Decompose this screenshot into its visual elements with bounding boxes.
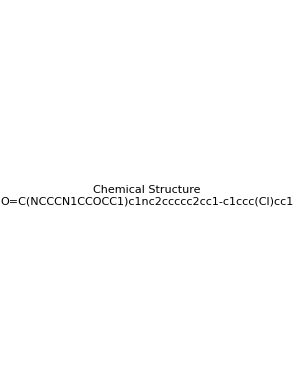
Text: Chemical Structure
O=C(NCCCN1CCOCC1)c1nc2ccccc2cc1-c1ccc(Cl)cc1: Chemical Structure O=C(NCCCN1CCOCC1)c1nc…	[0, 185, 294, 206]
